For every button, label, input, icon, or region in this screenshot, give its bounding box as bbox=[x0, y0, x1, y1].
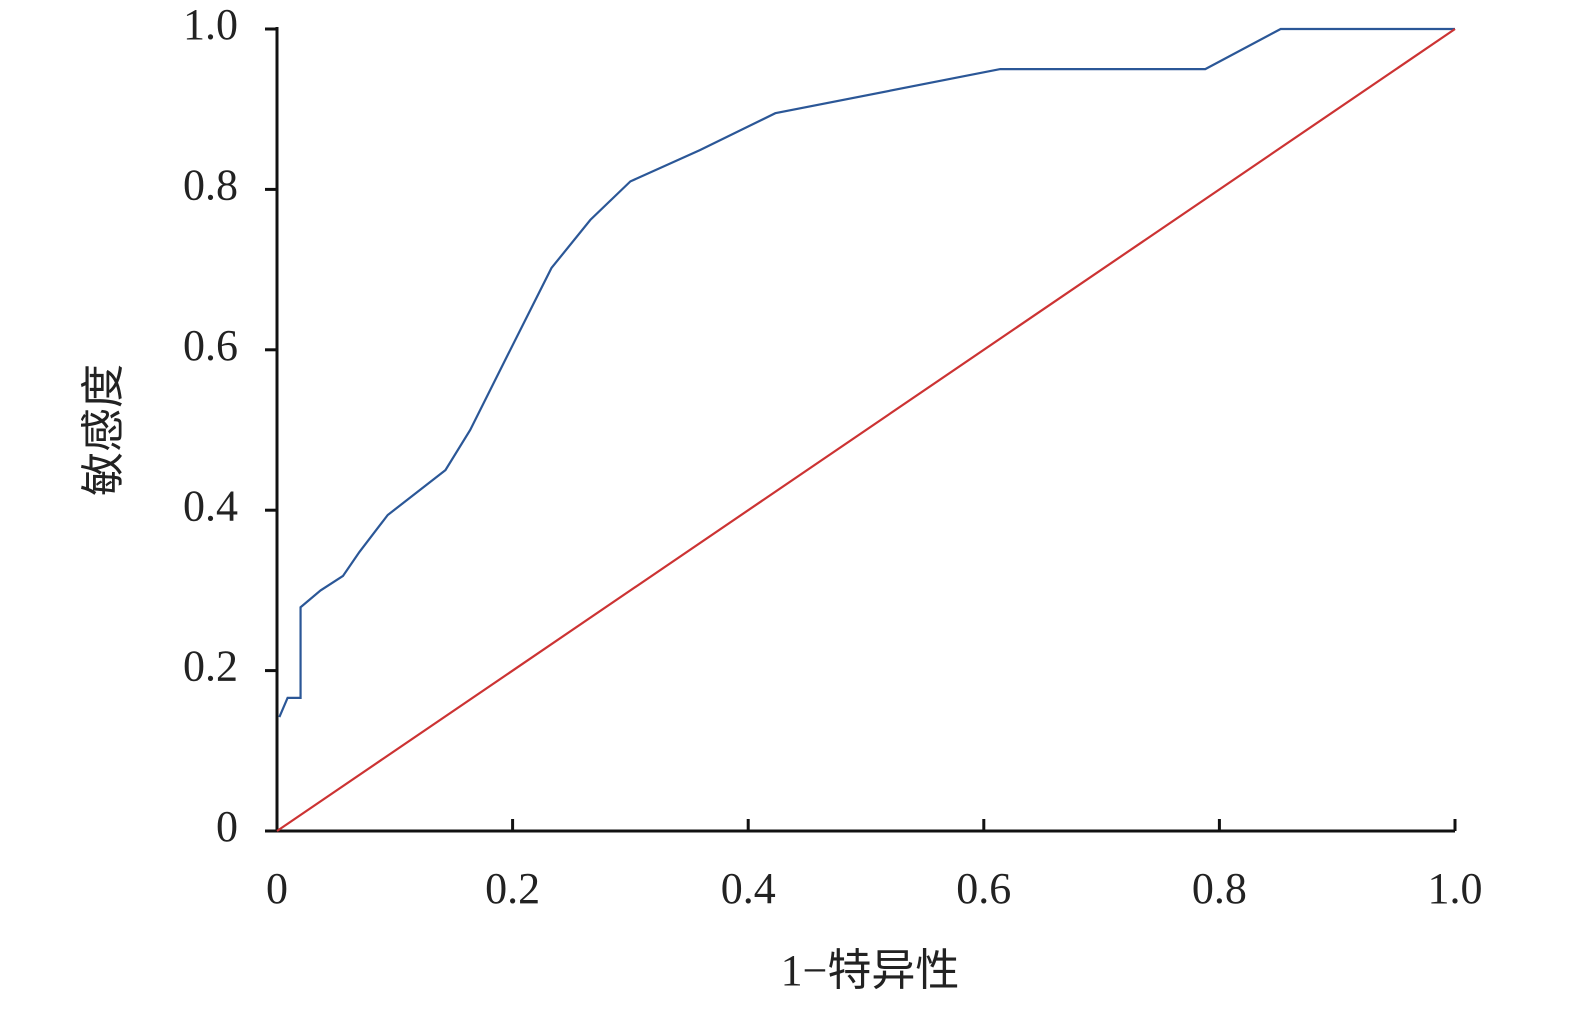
x-tick-label: 0.6 bbox=[956, 864, 1011, 913]
y-tick-label: 0.6 bbox=[183, 321, 238, 370]
line bbox=[278, 27, 1455, 718]
y-tick-label: 0.2 bbox=[183, 642, 238, 691]
line bbox=[276, 28, 1456, 832]
x-tick-label: 0.8 bbox=[1192, 864, 1247, 913]
y-tick-label: 0.4 bbox=[183, 481, 238, 530]
y-tick-label: 1.0 bbox=[183, 0, 238, 49]
y-tick-label: 0 bbox=[216, 802, 238, 851]
x-tick-label: 1.0 bbox=[1428, 864, 1483, 913]
y-axis-label: 敏感度 bbox=[79, 364, 128, 496]
x-tick-label: 0.2 bbox=[485, 864, 540, 913]
y-tick-label: 0.8 bbox=[183, 160, 238, 209]
x-tick-label: 0 bbox=[266, 864, 288, 913]
x-tick-label: 0.4 bbox=[721, 864, 776, 913]
x-axis-label: 1−特异性 bbox=[781, 946, 960, 995]
